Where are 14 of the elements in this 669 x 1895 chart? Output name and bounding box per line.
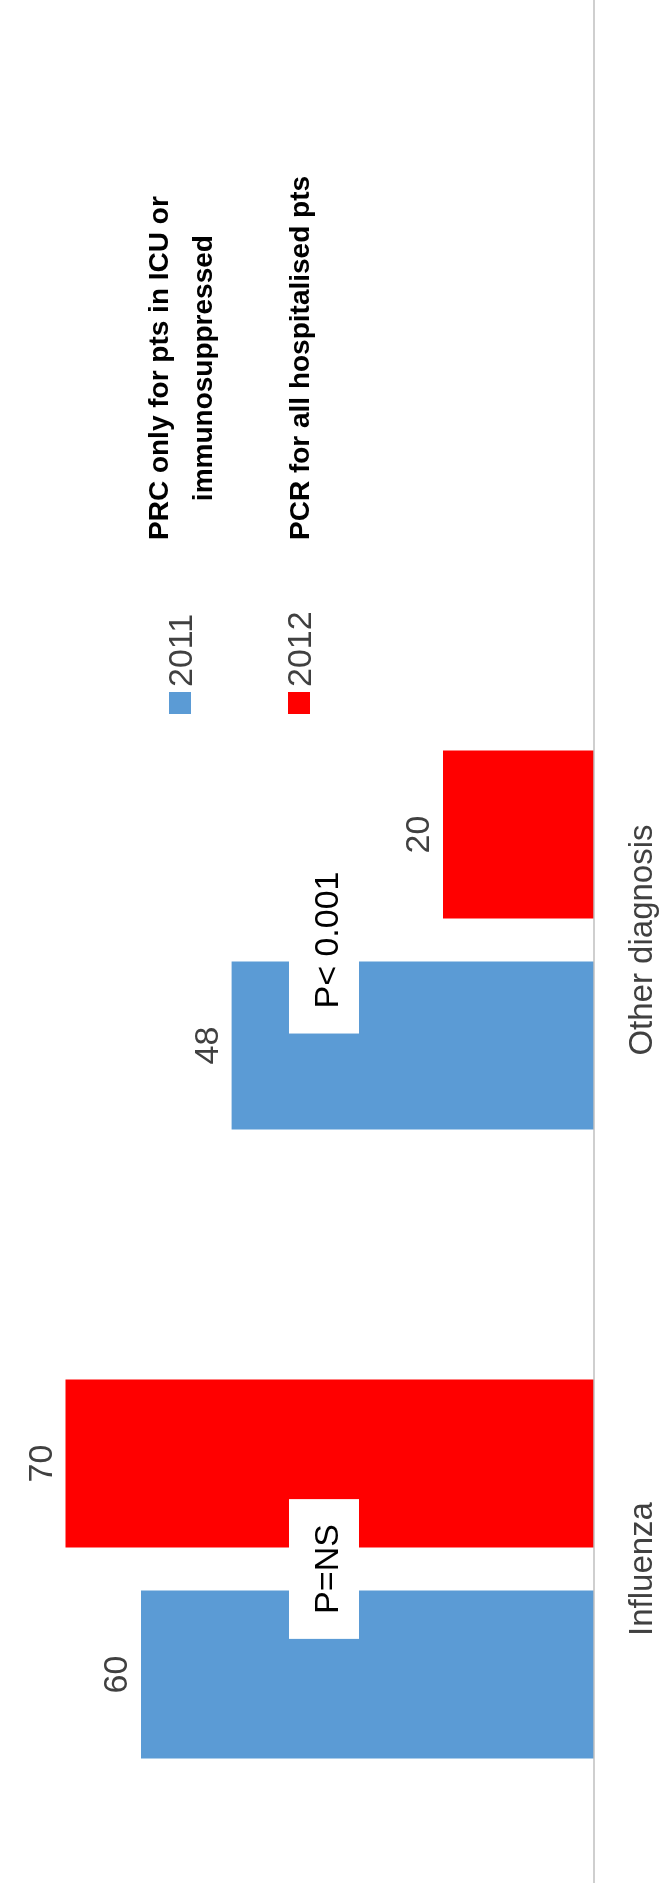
text: 2011	[161, 613, 199, 687]
y-tick-label: Influenza	[622, 1501, 659, 1636]
text: 2012	[280, 611, 318, 687]
y-tick-label: Other diagnosis	[622, 824, 659, 1056]
data-label: 60	[96, 1655, 134, 1694]
text: PRC only for pts in ICU or immunosuppressed	[143, 196, 218, 540]
data-label: 48	[186, 1026, 225, 1065]
data-label: 70	[20, 1444, 59, 1483]
annotation: P=NS	[307, 1524, 345, 1614]
bar	[231, 961, 594, 1130]
bar	[443, 750, 594, 919]
data-label: 20	[398, 815, 436, 854]
annotation: P< 0.001	[307, 871, 345, 1009]
text: PCR for all hospitalised pts	[284, 175, 315, 540]
